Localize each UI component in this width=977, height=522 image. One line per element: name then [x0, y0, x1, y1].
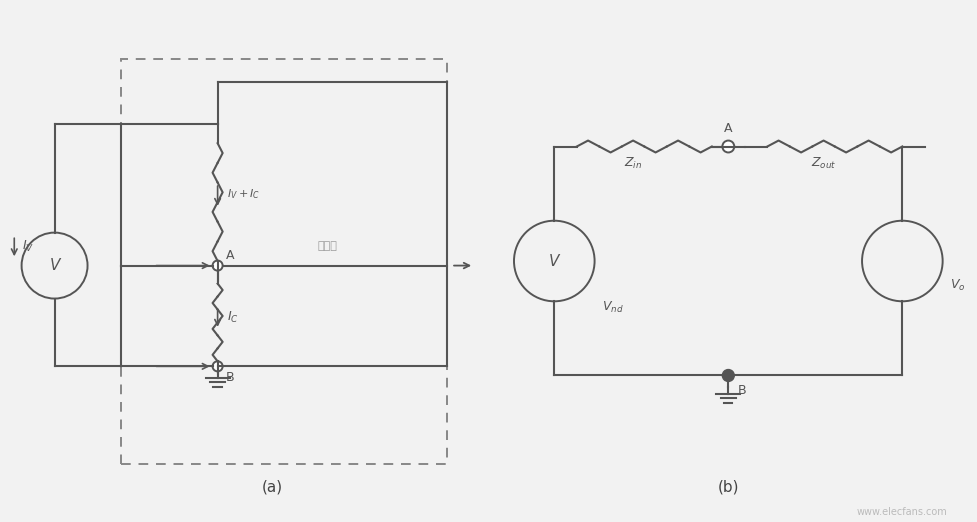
Text: $Z_{out}$: $Z_{out}$	[811, 156, 836, 171]
Text: $Z_{in}$: $Z_{in}$	[624, 156, 642, 171]
Text: $I_V$: $I_V$	[21, 239, 34, 254]
Text: (b): (b)	[717, 480, 739, 495]
Text: (a): (a)	[262, 480, 283, 495]
Circle shape	[213, 361, 223, 371]
Text: $V_o$: $V_o$	[950, 278, 965, 292]
Text: 测试仪: 测试仪	[318, 241, 337, 251]
Circle shape	[722, 140, 735, 152]
Circle shape	[213, 260, 223, 270]
Text: www.elecfans.com: www.elecfans.com	[857, 507, 948, 517]
Text: V: V	[50, 258, 60, 273]
Text: V: V	[549, 254, 560, 268]
Text: $V_{nd}$: $V_{nd}$	[602, 300, 623, 315]
Text: $I_V+I_C$: $I_V+I_C$	[227, 187, 260, 200]
Text: B: B	[226, 371, 234, 384]
Text: $I_C$: $I_C$	[227, 310, 238, 325]
Text: B: B	[738, 384, 746, 397]
Text: A: A	[724, 122, 733, 135]
Text: A: A	[226, 249, 234, 262]
Circle shape	[722, 370, 735, 382]
